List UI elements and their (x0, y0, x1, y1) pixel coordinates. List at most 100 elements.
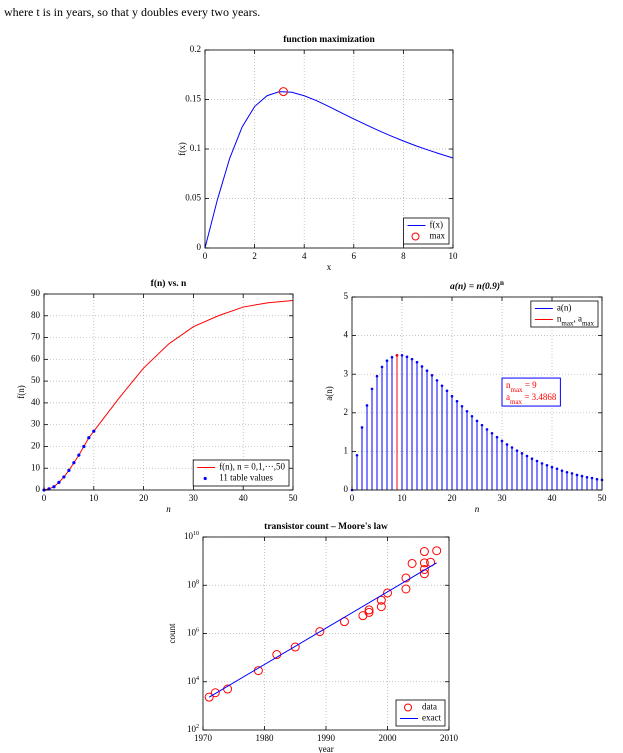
stem-head (465, 409, 469, 413)
point (67, 468, 71, 472)
legend-label: nmax, amax (557, 314, 595, 328)
stem-head (475, 419, 479, 423)
y-axis-label: count (167, 623, 177, 643)
y-tick-label: 0 (344, 484, 349, 494)
y-tick-base: 10 (187, 676, 197, 686)
point (407, 558, 417, 568)
x-tick-label: 50 (289, 493, 299, 503)
y-tick-label: 1010 (184, 531, 199, 541)
point (62, 475, 66, 479)
x-tick-label: 20 (139, 493, 149, 503)
x-tick-label: 20 (448, 493, 458, 503)
x-axis-label: x (327, 262, 332, 272)
point (419, 564, 429, 574)
point (383, 588, 392, 598)
y-axis-label: a(n) (324, 386, 334, 401)
stem-head (550, 465, 554, 469)
annotation-part: max (510, 398, 523, 406)
annotation-part: = 9 (523, 380, 538, 390)
x-tick-label: 50 (598, 493, 608, 503)
y-tick-label: 40 (31, 397, 41, 407)
stem-head (370, 387, 374, 391)
legend-swatch (411, 232, 420, 241)
stem-head (365, 404, 369, 407)
annotation-part: a (506, 392, 510, 402)
annotation-part: max (511, 386, 524, 394)
x-tick-label: 6 (352, 251, 357, 261)
chart-title-sup: n (500, 279, 504, 287)
y-tick-label: 10 (31, 462, 41, 472)
stem-head (405, 355, 409, 359)
stem-head (530, 457, 534, 461)
legend-label: f(n), n = 0,1,···,50 (219, 462, 285, 472)
stem-head (375, 374, 379, 378)
stem-head (525, 454, 529, 458)
x-tick-label: 1980 (256, 733, 275, 743)
stem-head (505, 443, 509, 446)
x-tick-label: 8 (401, 251, 406, 261)
x-tick-label: 30 (189, 493, 199, 503)
point (278, 87, 288, 97)
annotation-part: n (506, 380, 511, 390)
y-tick-base: 10 (187, 628, 197, 638)
y-tick-label: 0 (197, 242, 202, 252)
stem-head (500, 439, 504, 443)
legend-label-part: max (582, 319, 595, 327)
stem-head (430, 374, 434, 377)
plot-area (44, 294, 293, 490)
point (376, 602, 386, 612)
stem-head (385, 359, 389, 362)
stem-head (545, 463, 549, 467)
y-tick-label: 30 (31, 419, 41, 429)
y-axis-label: f(x) (177, 142, 187, 156)
stem-head (520, 452, 524, 455)
stem-head (590, 476, 594, 480)
annotation-box (501, 377, 561, 407)
y-tick-exp: 4 (196, 676, 199, 682)
x-tick-label: 2000 (379, 733, 398, 743)
x-tick-label: 10 (89, 493, 99, 503)
plot-frame (202, 536, 450, 731)
stem-head (565, 470, 569, 474)
stem-head (570, 472, 574, 475)
annotation-part: = 3.4868 (522, 392, 557, 402)
x-tick-label: 4 (302, 251, 307, 261)
x-axis-label: n (166, 504, 171, 514)
x-tick-label: 40 (548, 493, 558, 503)
y-tick-exp: 8 (196, 580, 199, 586)
stem-head (480, 423, 484, 427)
plot-frame (351, 296, 603, 491)
point (376, 595, 386, 605)
point (210, 688, 220, 698)
legend-label: exact (422, 713, 441, 723)
stem-head (510, 446, 514, 449)
stem-head (485, 428, 489, 431)
y-axis-label: f(n) (16, 385, 26, 399)
legend: a(n)nmax, amax (530, 300, 599, 328)
y-tick-label: 0.1 (190, 143, 201, 153)
legend-box (192, 459, 290, 487)
stem-head (470, 414, 474, 418)
x-tick-label: 0 (42, 493, 47, 503)
body-text: where t is in years, so that y doubles e… (4, 5, 260, 19)
plot-frame (204, 49, 454, 249)
y-tick-label: 0.2 (190, 44, 201, 54)
legend-label: data (422, 702, 437, 712)
legend-swatch (404, 703, 413, 712)
x-axis-label: n (475, 504, 480, 514)
legend-swatch (203, 476, 207, 481)
y-tick-label: 70 (31, 332, 41, 342)
stem-head (540, 462, 544, 465)
chart-title: f(n) vs. n (151, 278, 187, 289)
point (72, 461, 76, 465)
chart-title: a(n) = n(0.9)n (450, 279, 504, 293)
point (401, 573, 411, 583)
stem-head (455, 399, 459, 403)
y-tick-label: 108 (187, 579, 199, 589)
stem-head (580, 474, 584, 478)
stem-head (435, 379, 439, 382)
y-tick-label: 0 (36, 484, 41, 494)
y-tick-label: 90 (31, 288, 41, 298)
